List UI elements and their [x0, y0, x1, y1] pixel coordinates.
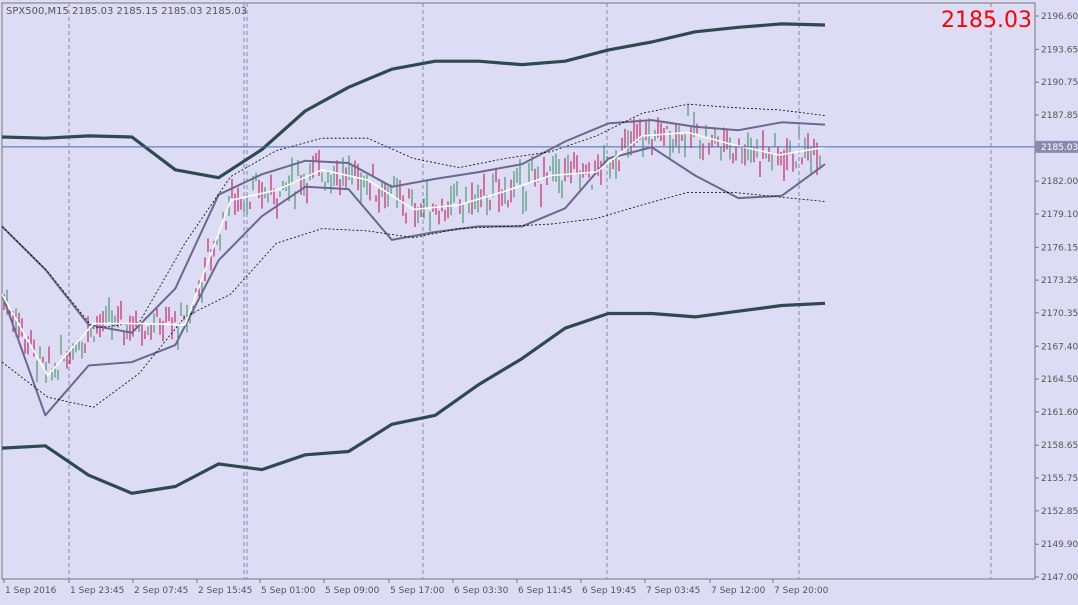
- price-tick-label: 2196.60: [1041, 12, 1078, 22]
- price-tick-label: 2161.60: [1041, 408, 1078, 418]
- price-tick-label: 2179.10: [1041, 210, 1078, 220]
- symbol-info-label: SPX500,M15 2185.03 2185.15 2185.03 2185.…: [6, 6, 247, 17]
- price-tick-label: 2193.65: [1041, 45, 1078, 55]
- time-tick-label: 5 Sep 17:00: [390, 586, 445, 596]
- time-tick-label: 2 Sep 07:45: [134, 586, 188, 596]
- time-tick-label: 5 Sep 01:00: [261, 586, 316, 596]
- time-tick-label: 2 Sep 15:45: [198, 586, 252, 596]
- price-tag-label: 2185.03: [1041, 143, 1078, 153]
- time-tick-label: 1 Sep 2016: [5, 586, 57, 596]
- price-tick-label: 2152.85: [1041, 507, 1078, 517]
- price-tag-box: [1035, 140, 1078, 153]
- band-line-dotted-4: [1, 103, 826, 329]
- price-tick-label: 2170.35: [1041, 309, 1078, 319]
- time-tick-label: 6 Sep 03:30: [454, 586, 509, 596]
- price-tick-label: 2164.50: [1041, 375, 1078, 385]
- time-tick-label: 7 Sep 03:45: [646, 586, 700, 596]
- band-line-ma-6: [1, 131, 826, 377]
- price-tick-label: 2187.85: [1041, 111, 1078, 121]
- price-tick-label: 2176.15: [1041, 243, 1078, 253]
- big-price-readout: 2185.03: [941, 8, 1032, 33]
- band-line-outer-1: [1, 301, 826, 495]
- price-tick-label: 2167.40: [1041, 342, 1078, 352]
- band-line-dotted-5: [1, 191, 826, 408]
- indicator-layer: [1, 22, 826, 495]
- price-tick-label: 2190.75: [1041, 78, 1078, 88]
- band-line-mid-2: [1, 119, 826, 334]
- time-tick-label: 7 Sep 20:00: [774, 586, 829, 596]
- time-axis: 1 Sep 2016 1 Sep 23:45 2 Sep 07:45 2 Sep 15…: [3, 579, 829, 596]
- price-axis: 2196.60 2193.65 2190.75 2187.85 2182.00 2179.…: [1035, 12, 1078, 583]
- price-tick-label: 2155.75: [1041, 474, 1078, 484]
- time-tick-label: 5 Sep 09:00: [325, 586, 380, 596]
- price-tick-label: 2182.00: [1041, 177, 1078, 187]
- price-tick-label: 2173.25: [1041, 276, 1078, 286]
- band-line-mid-3: [1, 146, 826, 417]
- plot-frame: [1, 2, 1036, 580]
- price-tick-label: 2158.65: [1041, 441, 1078, 451]
- grid-lines: [68, 3, 992, 579]
- time-tick-label: 6 Sep 11:45: [518, 586, 572, 596]
- time-tick-label: 1 Sep 23:45: [70, 586, 124, 596]
- band-line-outer-0: [1, 22, 826, 180]
- time-tick-label: 7 Sep 12:00: [711, 586, 766, 596]
- price-tick-label: 2149.90: [1041, 540, 1078, 550]
- time-tick-label: 6 Sep 19:45: [582, 586, 636, 596]
- price-tick-label: 2147.00: [1041, 573, 1078, 583]
